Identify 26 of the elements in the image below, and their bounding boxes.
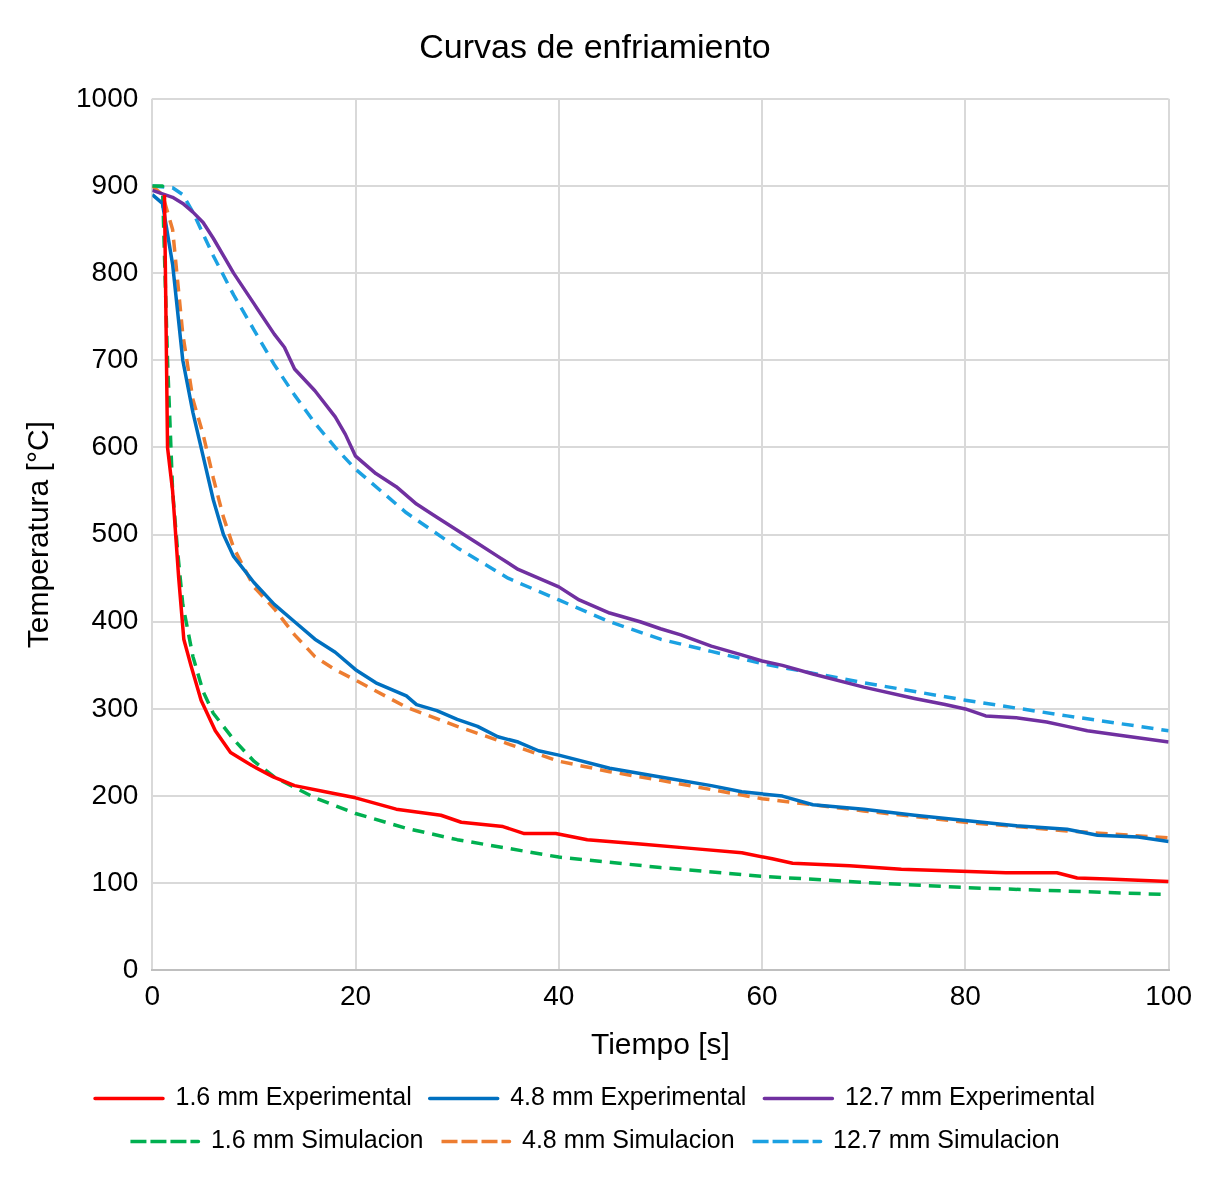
legend-label: 4.8 mm Simulacion (522, 1125, 735, 1154)
y-tick-label: 1000 (75, 81, 139, 113)
y-tick-label: 800 (91, 255, 139, 287)
y-tick-label: 400 (91, 604, 139, 636)
legend-label: 4.8 mm Experimental (510, 1082, 747, 1111)
legend-label: 12.7 mm Simulacion (833, 1125, 1060, 1154)
x-tick-label: 40 (543, 979, 575, 1011)
x-tick-label: 100 (1145, 979, 1192, 1011)
y-tick-label: 700 (91, 343, 139, 374)
y-tick-label: 900 (91, 168, 139, 200)
y-tick-label: 300 (91, 691, 139, 723)
x-tick-label: 0 (144, 979, 161, 1011)
y-tick-label: 600 (91, 430, 139, 462)
x-axis-title: Tiempo [s] (591, 1027, 730, 1061)
legend-label: 1.6 mm Experimental (175, 1082, 412, 1111)
y-tick-label: 200 (91, 778, 139, 810)
y-tick-label: 0 (122, 953, 139, 985)
x-tick-label: 80 (949, 979, 981, 1011)
y-axis-title: Temperatura [°C] (21, 421, 55, 649)
y-tick-label: 500 (91, 517, 139, 549)
x-tick-label: 60 (746, 979, 778, 1011)
legend-label: 1.6 mm Simulacion (210, 1125, 424, 1154)
x-tick-label: 20 (339, 979, 372, 1011)
legend-label: 12.7 mm Experimental (844, 1082, 1095, 1111)
y-tick-label: 100 (91, 865, 139, 897)
chart-title: Curvas de enfriamiento (419, 26, 771, 65)
